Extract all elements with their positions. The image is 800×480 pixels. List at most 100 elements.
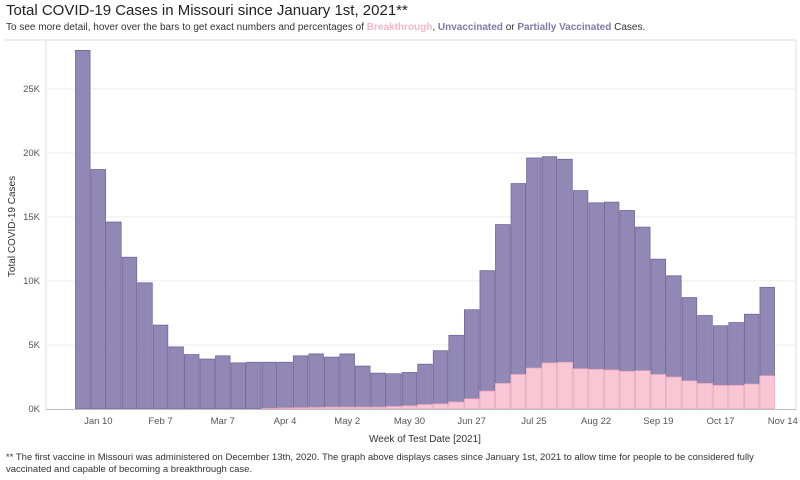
bar-unvaccinated[interactable] [292,355,309,409]
bar-unvaccinated[interactable] [541,156,558,364]
bar-unvaccinated[interactable] [75,50,91,410]
bar-breakthrough[interactable] [572,368,589,410]
bar-breakthrough[interactable] [759,375,775,410]
y-tick-label: 15K [23,212,41,223]
bar-unvaccinated[interactable] [495,224,511,384]
bar-breakthrough[interactable] [588,368,604,410]
bar-unvaccinated[interactable] [557,158,573,363]
bar-breakthrough[interactable] [370,406,387,410]
bar-breakthrough[interactable] [510,374,527,410]
bar-unvaccinated[interactable] [355,365,371,408]
bar-breakthrough[interactable] [432,403,449,410]
bar-unvaccinated[interactable] [370,372,387,408]
bar-unvaccinated[interactable] [635,226,651,371]
bar-unvaccinated[interactable] [386,373,402,407]
bar-unvaccinated[interactable] [728,322,744,386]
bar-unvaccinated[interactable] [650,258,667,375]
bar-unvaccinated[interactable] [479,270,495,392]
bar-chart: 0K 5K 10K 15K 20K 25K Jan 10 Feb 7 Mar 7 Apr 4 Ma… [4,39,798,445]
bar-breakthrough[interactable] [619,370,635,410]
bar-unvaccinated[interactable] [417,363,433,405]
bar-breakthrough[interactable] [495,382,511,410]
bar-breakthrough[interactable] [712,384,729,410]
bar-unvaccinated[interactable] [137,282,153,410]
bar-unvaccinated[interactable] [168,346,184,410]
bar-unvaccinated[interactable] [199,358,215,410]
y-axis-title: Total COVID-19 Cases [7,176,18,277]
x-tick-label: Mar 7 [211,416,235,427]
bar-breakthrough[interactable] [603,369,620,410]
bar-unvaccinated[interactable] [712,325,729,386]
bar-unvaccinated[interactable] [432,350,449,405]
y-tick-label: 10K [23,276,41,287]
bar-breakthrough[interactable] [743,383,760,410]
subtitle-suffix: Cases. [611,22,646,33]
bar-breakthrough[interactable] [277,407,293,410]
legend-breakthrough: Breakthrough [366,22,433,33]
bar-unvaccinated[interactable] [448,334,464,403]
bar-breakthrough[interactable] [635,370,651,410]
y-tick-label: 5K [28,340,40,351]
bar-unvaccinated[interactable] [90,169,107,410]
bar-breakthrough[interactable] [697,382,713,410]
x-axis-title: Week of Test Date [2021] [369,434,481,445]
bar-unvaccinated[interactable] [215,355,231,410]
bar-unvaccinated[interactable] [603,201,620,371]
bar-unvaccinated[interactable] [339,353,355,408]
bar-unvaccinated[interactable] [246,361,262,410]
bar-breakthrough[interactable] [401,405,418,410]
bar-breakthrough[interactable] [339,406,355,410]
bar-unvaccinated[interactable] [230,362,247,410]
bar-breakthrough[interactable] [386,406,402,410]
bar-breakthrough[interactable] [666,376,682,410]
bar-unvaccinated[interactable] [666,275,682,378]
y-axis: 0K 5K 10K 15K 20K 25K [23,84,41,415]
bar-unvaccinated[interactable] [277,361,293,409]
bar-unvaccinated[interactable] [308,353,324,408]
bar-unvaccinated[interactable] [572,190,589,370]
bar-breakthrough[interactable] [650,374,667,410]
bar-breakthrough[interactable] [355,406,371,410]
bar-breakthrough[interactable] [417,404,433,410]
bar-breakthrough[interactable] [557,361,573,410]
x-tick-label: May 2 [334,416,360,427]
x-tick-label: Jan 10 [84,416,113,427]
chart-area: 0K 5K 10K 15K 20K 25K Jan 10 Feb 7 Mar 7 Apr 4 Ma… [0,38,800,450]
legend-partially-vaccinated: Partially Vaccinated [517,22,612,33]
x-axis: Jan 10 Feb 7 Mar 7 Apr 4 May 2 May 30 Jun 27 Ju… [84,416,798,427]
bar-breakthrough[interactable] [448,401,464,410]
bar-unvaccinated[interactable] [401,372,418,407]
bar-unvaccinated[interactable] [619,210,635,372]
y-tick-label: 20K [23,148,41,159]
bar-breakthrough[interactable] [479,390,495,410]
bar-breakthrough[interactable] [292,407,309,410]
x-tick-label: May 30 [394,416,425,427]
bar-breakthrough[interactable] [463,398,480,410]
bar-unvaccinated[interactable] [588,202,604,370]
bar-breakthrough[interactable] [728,384,744,410]
bar-breakthrough[interactable] [526,367,542,410]
bar-unvaccinated[interactable] [121,256,138,410]
bar-breakthrough[interactable] [308,407,324,410]
bar-breakthrough[interactable] [541,362,558,410]
bar-unvaccinated[interactable] [681,297,698,382]
bar-unvaccinated[interactable] [510,183,527,375]
x-tick-label: Aug 22 [581,416,611,427]
bar-unvaccinated[interactable] [323,356,340,408]
bar-unvaccinated[interactable] [697,315,713,384]
bar-unvaccinated[interactable] [526,157,542,369]
subtitle-prefix: To see more detail, hover over the bars … [6,22,367,33]
bar-unvaccinated[interactable] [759,286,775,377]
bar-breakthrough[interactable] [261,407,278,410]
x-tick-label: Feb 7 [148,416,172,427]
bar-unvaccinated[interactable] [743,313,760,385]
bar-unvaccinated[interactable] [183,354,200,410]
x-tick-label: Oct 17 [707,416,735,427]
bars [75,50,775,410]
bar-breakthrough[interactable] [323,406,340,410]
bar-unvaccinated[interactable] [463,309,480,400]
bar-unvaccinated[interactable] [106,221,122,410]
bar-unvaccinated[interactable] [261,361,278,409]
bar-breakthrough[interactable] [681,380,698,410]
bar-unvaccinated[interactable] [152,324,169,410]
